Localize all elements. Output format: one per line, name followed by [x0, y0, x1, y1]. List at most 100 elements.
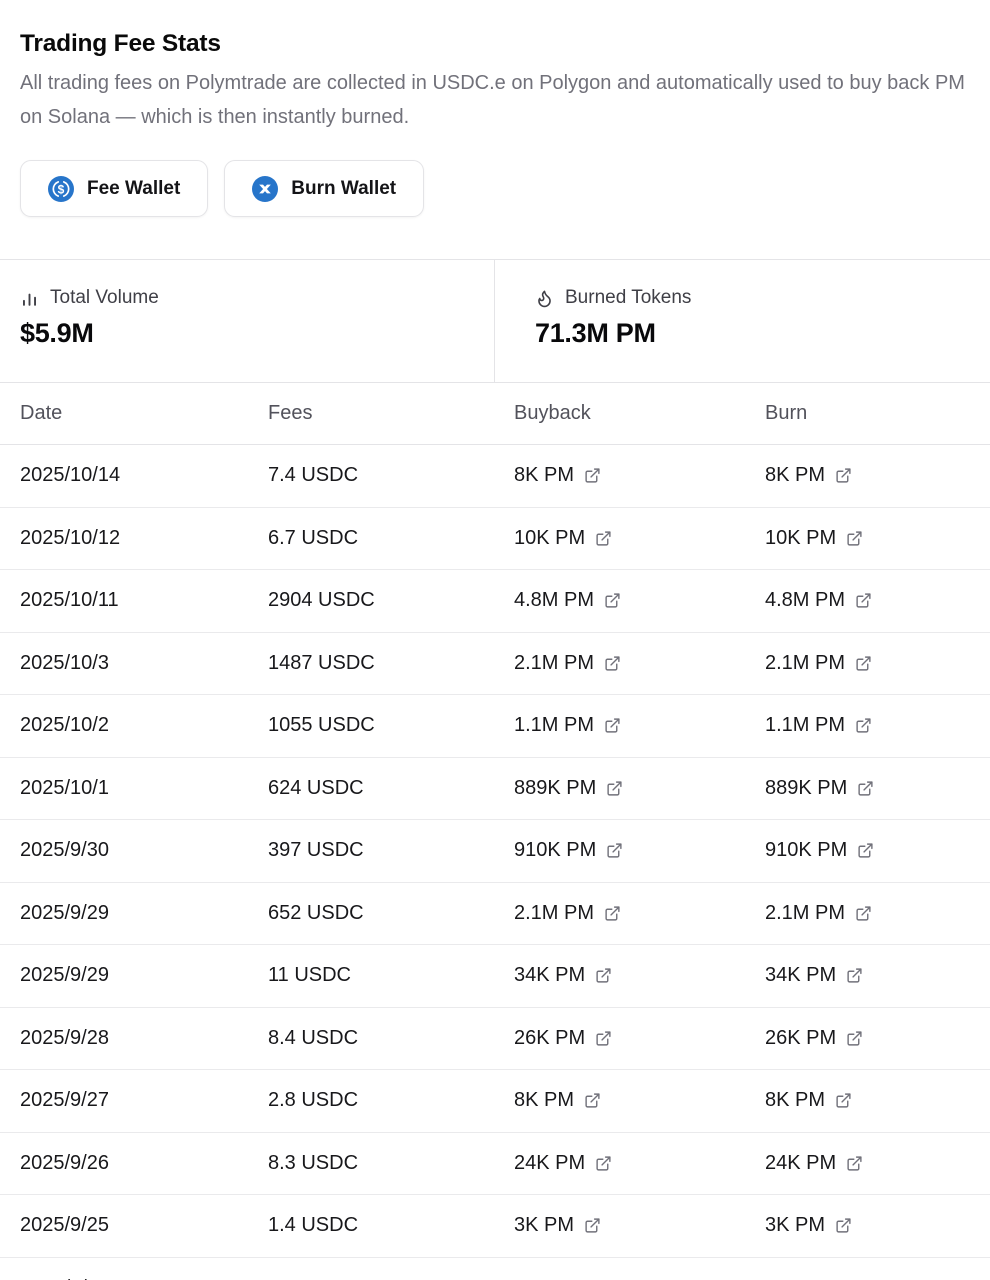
date-cell: 2025/10/14: [20, 464, 121, 487]
external-link-icon: [857, 842, 874, 859]
burn-link[interactable]: 2.1M PM: [765, 652, 872, 675]
pm-amount: 8K PM: [765, 464, 826, 487]
date-cell: 2025/9/29: [20, 901, 109, 924]
buyback-link[interactable]: 21K PM: [514, 1277, 612, 1280]
external-link-icon: [606, 780, 623, 797]
burn-cell: 26K PM: [765, 1027, 970, 1050]
date-cell: 2025/10/11: [20, 589, 119, 612]
burn-link[interactable]: 3K PM: [765, 1214, 852, 1237]
svg-text:$: $: [58, 182, 65, 196]
burn-cell: 2.1M PM: [765, 902, 970, 925]
buyback-link[interactable]: 3K PM: [514, 1214, 601, 1237]
burn-cell: 24K PM: [765, 1152, 970, 1175]
burn-link[interactable]: 10K PM: [765, 527, 863, 550]
fees-cell: 9.6 USDC: [268, 1277, 514, 1280]
pm-amount: 4.8M PM: [765, 589, 846, 612]
fees-table: Date Fees Buyback Burn 2025/10/14 7.4 USD…: [0, 382, 990, 1280]
external-link-icon: [846, 967, 863, 984]
stats-strip: Total Volume $5.9M Burned Tokens 71.3M P…: [0, 259, 990, 383]
burn-link[interactable]: 1.1M PM: [765, 714, 872, 737]
header-date: Date: [20, 402, 63, 425]
pm-amount: 8K PM: [514, 1089, 575, 1112]
buyback-link[interactable]: 26K PM: [514, 1027, 612, 1050]
pm-amount: 10K PM: [514, 526, 586, 549]
fee-wallet-button[interactable]: $ Fee Wallet: [20, 160, 209, 218]
burn-link[interactable]: 24K PM: [765, 1152, 863, 1175]
fee-wallet-label: Fee Wallet: [87, 177, 181, 199]
burn-link[interactable]: 21K PM: [765, 1277, 863, 1280]
date-cell: 2025/9/26: [20, 1151, 109, 1174]
pm-amount: 2.1M PM: [765, 651, 846, 674]
table-row: 2025/10/12 6.7 USDC 10K PM 10K PM: [0, 508, 990, 571]
burn-cell: 10K PM: [765, 527, 970, 550]
buyback-link[interactable]: 8K PM: [514, 1089, 601, 1112]
fees-cell: 8.4 USDC: [268, 1026, 359, 1049]
burn-link[interactable]: 8K PM: [765, 464, 852, 487]
pm-amount: 910K PM: [765, 839, 848, 862]
table-row: 2025/9/25 1.4 USDC 3K PM 3K PM: [0, 1195, 990, 1258]
external-link-icon: [857, 780, 874, 797]
buyback-link[interactable]: 1.1M PM: [514, 714, 621, 737]
burn-link[interactable]: 4.8M PM: [765, 589, 872, 612]
burn-cell: 34K PM: [765, 964, 970, 987]
buyback-link[interactable]: 889K PM: [514, 777, 623, 800]
table-row: 2025/10/14 7.4 USDC 8K PM 8K PM: [0, 445, 990, 508]
pm-amount: 3K PM: [765, 1214, 826, 1237]
burn-wallet-label: Burn Wallet: [291, 177, 397, 199]
date-cell: 2025/9/28: [20, 1026, 109, 1049]
buyback-cell: 3K PM: [514, 1214, 765, 1237]
external-link-icon: [855, 655, 872, 672]
table-row: 2025/10/11 2904 USDC 4.8M PM 4.8M PM: [0, 570, 990, 633]
external-link-icon: [604, 592, 621, 609]
buyback-link[interactable]: 910K PM: [514, 839, 623, 862]
stat-total-volume: Total Volume $5.9M: [0, 260, 495, 383]
burn-link[interactable]: 889K PM: [765, 777, 874, 800]
stat-label: Burned Tokens: [565, 287, 692, 309]
buyback-link[interactable]: 2.1M PM: [514, 652, 621, 675]
buyback-link[interactable]: 10K PM: [514, 527, 612, 550]
burn-cell: 8K PM: [765, 1089, 970, 1112]
fees-cell: 6.7 USDC: [268, 526, 359, 549]
page-title: Trading Fee Stats: [20, 30, 221, 57]
buyback-cell: 889K PM: [514, 777, 765, 800]
buyback-link[interactable]: 4.8M PM: [514, 589, 621, 612]
pm-amount: 2.1M PM: [765, 901, 846, 924]
burn-cell: 21K PM: [765, 1277, 970, 1280]
date-cell: 2025/9/25: [20, 1214, 109, 1237]
buyback-cell: 8K PM: [514, 464, 765, 487]
buyback-link[interactable]: 2.1M PM: [514, 902, 621, 925]
fees-cell: 2.8 USDC: [268, 1089, 359, 1112]
date-cell: 2025/9/29: [20, 964, 109, 987]
burn-wallet-button[interactable]: Burn Wallet: [224, 160, 425, 218]
external-link-icon: [595, 530, 612, 547]
burn-link[interactable]: 34K PM: [765, 964, 863, 987]
fees-cell: 624 USDC: [268, 776, 364, 799]
date-cell: 2025/10/12: [20, 526, 121, 549]
fees-cell: 397 USDC: [268, 839, 364, 862]
polygon-token-icon: [252, 175, 279, 202]
burn-link[interactable]: 8K PM: [765, 1089, 852, 1112]
header-fees: Fees: [268, 402, 313, 425]
burn-link[interactable]: 2.1M PM: [765, 902, 872, 925]
buyback-cell: 4.8M PM: [514, 589, 765, 612]
buyback-link[interactable]: 34K PM: [514, 964, 612, 987]
table-body: 2025/10/14 7.4 USDC 8K PM 8K PM 2025/10/12 6.…: [0, 445, 990, 1280]
external-link-icon: [584, 467, 601, 484]
external-link-icon: [595, 967, 612, 984]
pm-amount: 1.1M PM: [765, 714, 846, 737]
buyback-link[interactable]: 24K PM: [514, 1152, 612, 1175]
pm-amount: 2.1M PM: [514, 901, 595, 924]
pm-amount: 34K PM: [514, 964, 586, 987]
fees-cell: 7.4 USDC: [268, 464, 359, 487]
burn-link[interactable]: 26K PM: [765, 1027, 863, 1050]
external-link-icon: [604, 717, 621, 734]
table-row: 2025/9/249.6 USDC21K PM21K PM: [0, 1258, 990, 1280]
external-link-icon: [604, 905, 621, 922]
external-link-icon: [835, 467, 852, 484]
burn-link[interactable]: 910K PM: [765, 839, 874, 862]
buyback-link[interactable]: 8K PM: [514, 464, 601, 487]
table-row: 2025/10/1 624 USDC 889K PM 889K PM: [0, 758, 990, 821]
buyback-cell: 10K PM: [514, 527, 765, 550]
table-row: 2025/10/2 1055 USDC 1.1M PM 1.1M PM: [0, 695, 990, 758]
table-header-row: Date Fees Buyback Burn: [0, 382, 990, 446]
